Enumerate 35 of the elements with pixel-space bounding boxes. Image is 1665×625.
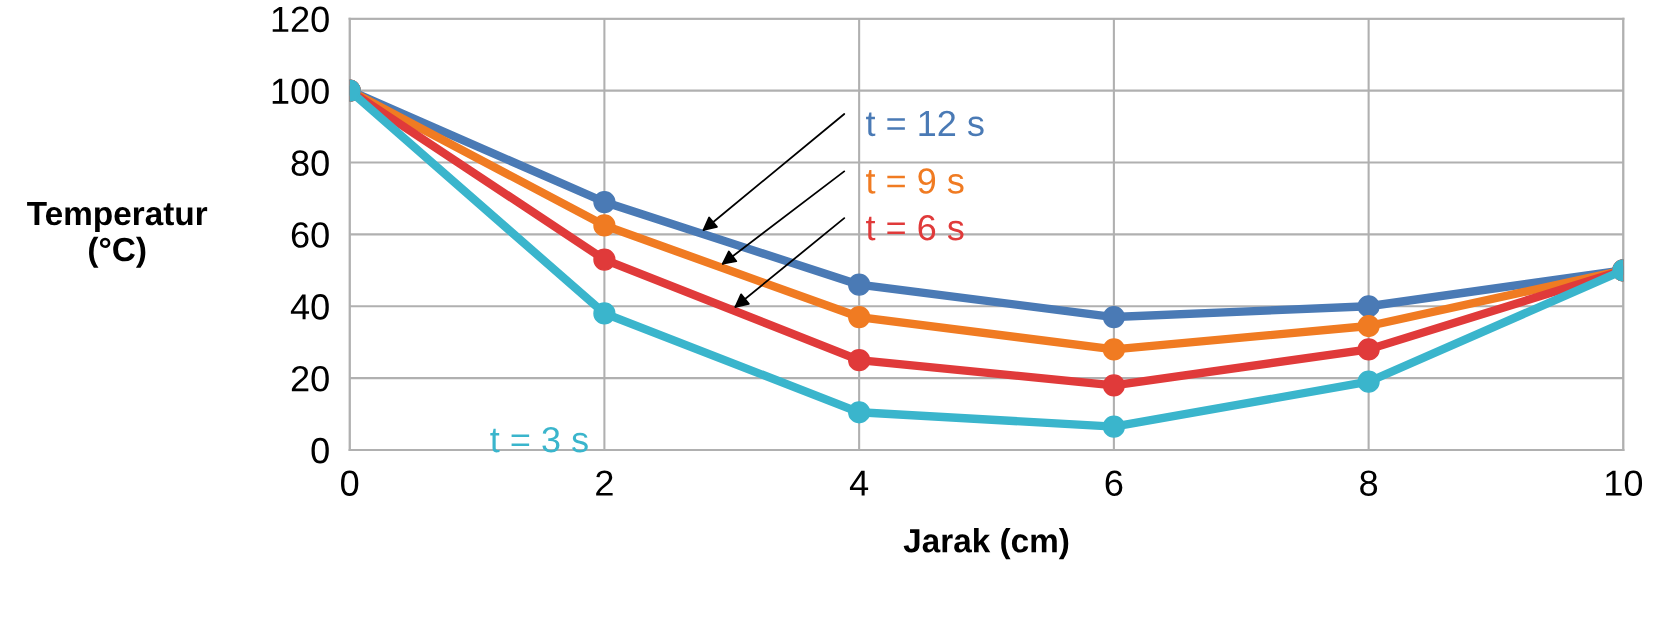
y-tick-label: 0 [311, 437, 329, 464]
y-tick-label: 80 [291, 150, 329, 176]
y-tick-label: 20 [291, 365, 329, 392]
text: t = 6 s [866, 214, 964, 241]
y-tick-label: 60 [291, 222, 329, 248]
x-tick-label: 0 [341, 470, 359, 496]
point [1357, 314, 1380, 338]
y-tick-label: 40 [290, 294, 329, 320]
point [1357, 338, 1380, 361]
point [1357, 295, 1380, 318]
text: t = 12 s [866, 110, 984, 137]
point [593, 190, 616, 214]
y-tick-label: 100 [272, 78, 329, 105]
x-tick-label: 8 [1360, 470, 1378, 496]
text: t = 9 s [866, 168, 964, 194]
point [848, 305, 871, 329]
text: t = 3 s [490, 426, 588, 453]
point [1102, 415, 1125, 438]
x-axis-title: Jarak (cm) [903, 528, 1069, 560]
point [593, 248, 616, 271]
x-tick-label: 4 [849, 470, 869, 496]
point [848, 273, 871, 296]
x-tick-label: 10 [1606, 470, 1643, 496]
x-tick-label: 2 [596, 470, 613, 496]
x-tick-label: 6 [1105, 470, 1123, 496]
point [848, 401, 871, 424]
point [593, 214, 616, 237]
point [593, 302, 616, 325]
point [1102, 374, 1125, 397]
point [848, 349, 871, 372]
y-axis-title: Temperatur (°C) [27, 202, 208, 268]
point [1102, 338, 1125, 361]
point [1357, 370, 1380, 393]
y-tick-label: 120 [272, 6, 329, 33]
point [1102, 305, 1125, 329]
